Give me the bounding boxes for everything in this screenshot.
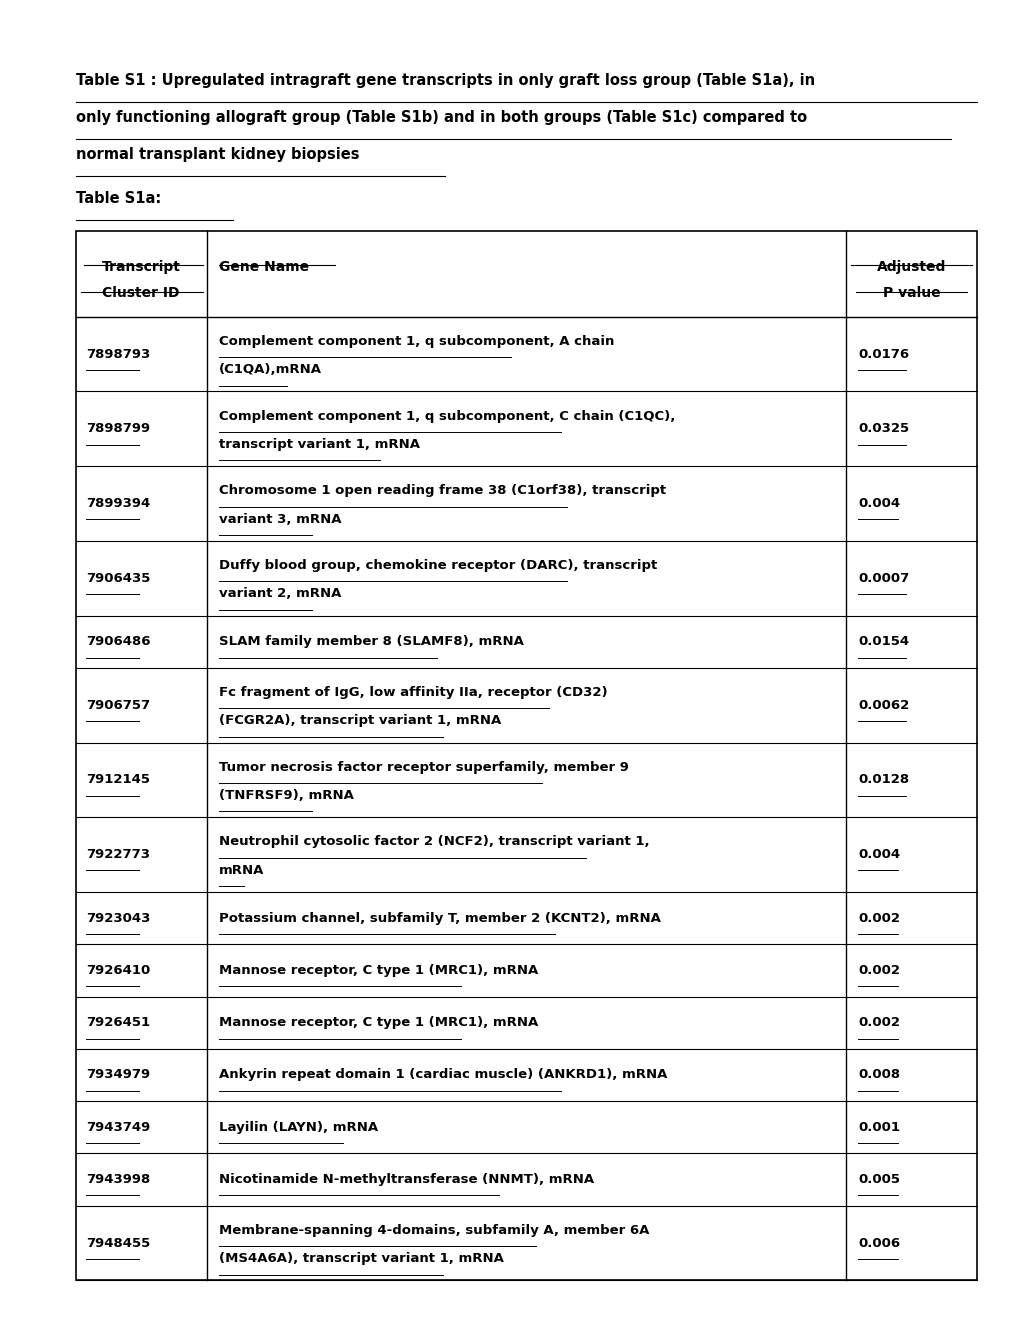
Text: Tumor necrosis factor receptor superfamily, member 9: Tumor necrosis factor receptor superfami… bbox=[218, 760, 628, 774]
Text: Chromosome 1 open reading frame 38 (C1orf38), transcript: Chromosome 1 open reading frame 38 (C1or… bbox=[218, 484, 665, 498]
Text: Mannose receptor, C type 1 (MRC1), mRNA: Mannose receptor, C type 1 (MRC1), mRNA bbox=[218, 964, 537, 977]
Text: normal transplant kidney biopsies: normal transplant kidney biopsies bbox=[75, 147, 359, 161]
Text: 0.0128: 0.0128 bbox=[857, 774, 908, 787]
Text: Gene Name: Gene Name bbox=[218, 260, 309, 275]
Text: 0.005: 0.005 bbox=[857, 1173, 900, 1187]
Text: 0.0062: 0.0062 bbox=[857, 698, 909, 711]
Text: 0.008: 0.008 bbox=[857, 1068, 900, 1081]
Text: Neutrophil cytosolic factor 2 (NCF2), transcript variant 1,: Neutrophil cytosolic factor 2 (NCF2), tr… bbox=[218, 836, 649, 849]
Text: 0.004: 0.004 bbox=[857, 498, 900, 510]
Text: 0.006: 0.006 bbox=[857, 1237, 900, 1250]
Text: 0.002: 0.002 bbox=[857, 964, 900, 977]
Text: 0.0325: 0.0325 bbox=[857, 422, 908, 436]
Text: 7899394: 7899394 bbox=[86, 498, 150, 510]
Text: only functioning allograft group (Table S1b) and in both groups (Table S1c) comp: only functioning allograft group (Table … bbox=[75, 110, 806, 124]
Text: SLAM family member 8 (SLAMF8), mRNA: SLAM family member 8 (SLAMF8), mRNA bbox=[218, 635, 523, 648]
Text: Complement component 1, q subcomponent, A chain: Complement component 1, q subcomponent, … bbox=[218, 335, 613, 348]
Text: Adjusted: Adjusted bbox=[875, 260, 945, 275]
Text: Mannose receptor, C type 1 (MRC1), mRNA: Mannose receptor, C type 1 (MRC1), mRNA bbox=[218, 1016, 537, 1030]
Text: 7923043: 7923043 bbox=[86, 912, 150, 924]
Text: 7943998: 7943998 bbox=[86, 1173, 150, 1187]
Text: 0.001: 0.001 bbox=[857, 1121, 900, 1134]
Text: 7906757: 7906757 bbox=[86, 698, 150, 711]
Text: 0.0176: 0.0176 bbox=[857, 347, 908, 360]
Text: Membrane-spanning 4-domains, subfamily A, member 6A: Membrane-spanning 4-domains, subfamily A… bbox=[218, 1224, 648, 1237]
Text: 7926451: 7926451 bbox=[86, 1016, 150, 1030]
Text: Transcript: Transcript bbox=[102, 260, 180, 275]
Text: Cluster ID: Cluster ID bbox=[102, 286, 179, 301]
Text: 7912145: 7912145 bbox=[86, 774, 150, 787]
Text: Complement component 1, q subcomponent, C chain (C1QC),: Complement component 1, q subcomponent, … bbox=[218, 409, 675, 422]
Text: Table S1 : Upregulated intragraft gene transcripts in only graft loss group (Tab: Table S1 : Upregulated intragraft gene t… bbox=[75, 73, 814, 87]
Text: 7898793: 7898793 bbox=[86, 347, 150, 360]
Text: Nicotinamide N-methyltransferase (NNMT), mRNA: Nicotinamide N-methyltransferase (NNMT),… bbox=[218, 1173, 593, 1187]
Text: (C1QA),mRNA: (C1QA),mRNA bbox=[218, 363, 321, 376]
Text: (TNFRSF9), mRNA: (TNFRSF9), mRNA bbox=[218, 789, 354, 803]
Text: Ankyrin repeat domain 1 (cardiac muscle) (ANKRD1), mRNA: Ankyrin repeat domain 1 (cardiac muscle)… bbox=[218, 1068, 666, 1081]
Text: 7922773: 7922773 bbox=[86, 849, 150, 861]
Text: 0.004: 0.004 bbox=[857, 849, 900, 861]
Text: 7934979: 7934979 bbox=[86, 1068, 150, 1081]
Text: 7898799: 7898799 bbox=[86, 422, 150, 436]
Text: P value: P value bbox=[881, 286, 940, 301]
Text: 0.002: 0.002 bbox=[857, 912, 900, 924]
Text: (MS4A6A), transcript variant 1, mRNA: (MS4A6A), transcript variant 1, mRNA bbox=[218, 1253, 503, 1265]
Text: 7943749: 7943749 bbox=[86, 1121, 150, 1134]
Text: Potassium channel, subfamily T, member 2 (KCNT2), mRNA: Potassium channel, subfamily T, member 2… bbox=[218, 912, 660, 924]
Text: 7926410: 7926410 bbox=[86, 964, 150, 977]
Text: transcript variant 1, mRNA: transcript variant 1, mRNA bbox=[218, 438, 419, 451]
Text: Duffy blood group, chemokine receptor (DARC), transcript: Duffy blood group, chemokine receptor (D… bbox=[218, 558, 656, 572]
Text: 7906486: 7906486 bbox=[86, 635, 151, 648]
Text: Layilin (LAYN), mRNA: Layilin (LAYN), mRNA bbox=[218, 1121, 377, 1134]
Text: (FCGR2A), transcript variant 1, mRNA: (FCGR2A), transcript variant 1, mRNA bbox=[218, 714, 500, 727]
Text: 7948455: 7948455 bbox=[86, 1237, 150, 1250]
Text: 7906435: 7906435 bbox=[86, 572, 150, 585]
Text: variant 3, mRNA: variant 3, mRNA bbox=[218, 512, 340, 525]
Text: Fc fragment of IgG, low affinity IIa, receptor (CD32): Fc fragment of IgG, low affinity IIa, re… bbox=[218, 686, 606, 700]
Text: Table S1a:: Table S1a: bbox=[75, 191, 161, 206]
Text: 0.0007: 0.0007 bbox=[857, 572, 909, 585]
Text: variant 2, mRNA: variant 2, mRNA bbox=[218, 587, 340, 601]
Text: mRNA: mRNA bbox=[218, 863, 264, 876]
Bar bbox=[75, 231, 976, 1280]
Text: 0.0154: 0.0154 bbox=[857, 635, 908, 648]
Text: 0.002: 0.002 bbox=[857, 1016, 900, 1030]
